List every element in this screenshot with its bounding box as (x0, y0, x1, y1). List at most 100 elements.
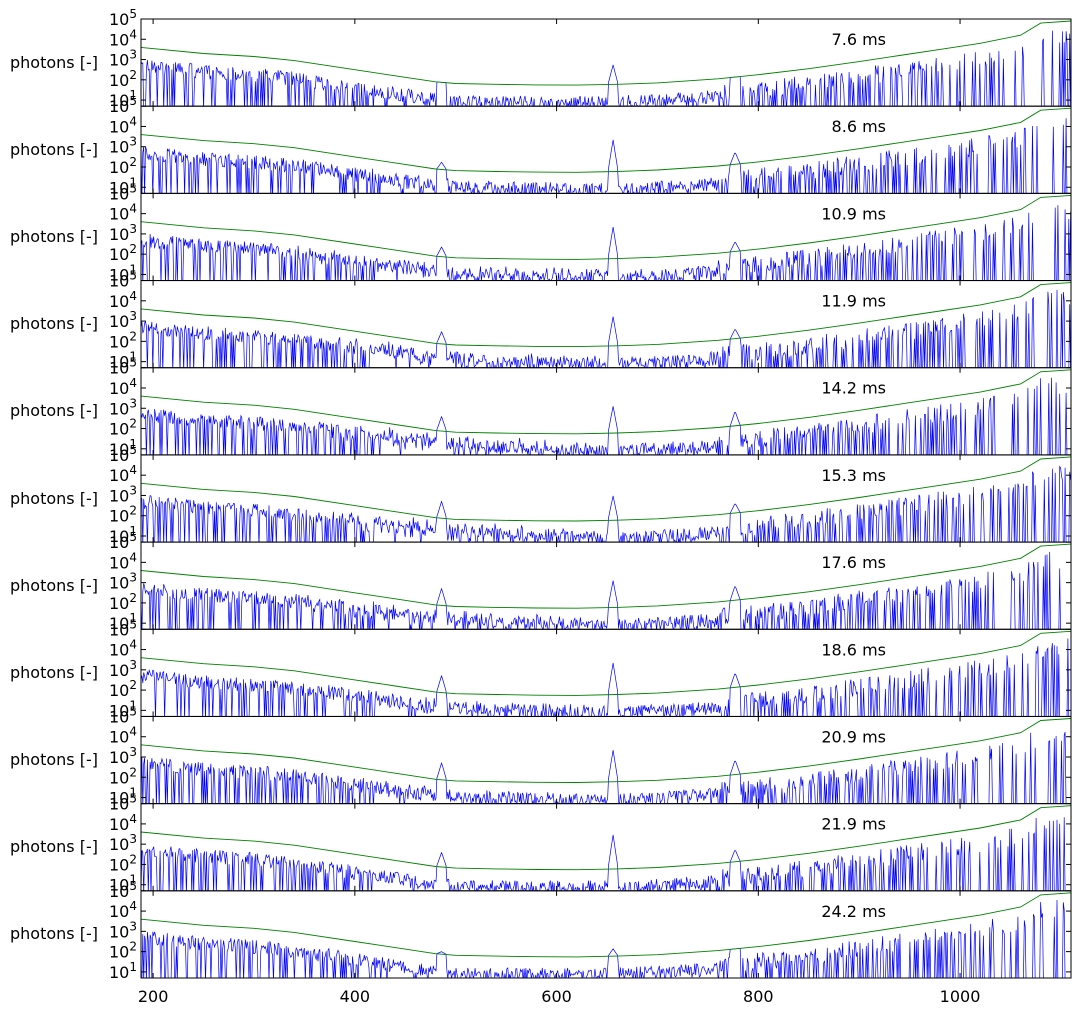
ylabel-text: photons [-] (10, 575, 98, 595)
ytick-label: 105 (109, 181, 137, 203)
ytick-label: 104 (109, 725, 137, 747)
ytick-label: 103 (109, 309, 137, 331)
ytick-label: 104 (109, 899, 137, 921)
ytick-label: 105 (109, 7, 137, 29)
panel-time-label: 15.3 ms (821, 466, 886, 485)
panel-time-label: 20.9 ms (821, 727, 886, 746)
ytick-label: 103 (109, 48, 137, 70)
ytick-label: 101 (109, 350, 137, 372)
ytick-label: 103 (109, 396, 137, 418)
ytick-label: 105 (109, 443, 137, 465)
ytick-label: 104 (109, 202, 137, 224)
envelope-series-line (141, 543, 1071, 609)
ytick-label: 102 (109, 591, 137, 613)
ytick-label: 105 (109, 356, 137, 378)
signal-series-line (141, 205, 1071, 281)
ytick-label: 104 (109, 27, 137, 49)
xtick-label: 800 (743, 987, 774, 1006)
signal-series-line (141, 377, 1068, 455)
ytick-label: 103 (109, 658, 137, 680)
ylabel-text: photons [-] (10, 139, 98, 159)
ytick-label: 105 (109, 530, 137, 552)
ytick-label: 105 (109, 879, 137, 901)
panel-time-label: 18.6 ms (821, 640, 886, 659)
panel-time-label: 24.2 ms (821, 902, 886, 921)
axes-frame (140, 715, 1072, 805)
ytick-label: 102 (109, 504, 137, 526)
ytick-label: 102 (109, 155, 137, 177)
ylabel-text: photons [-] (10, 837, 98, 857)
signal-series-line (141, 118, 1068, 194)
ylabel-text: photons [-] (10, 662, 98, 682)
ytick-label: 102 (109, 417, 137, 439)
envelope-series-line (141, 805, 1071, 871)
ytick-label: 102 (109, 765, 137, 787)
ylabel-text: photons [-] (10, 226, 98, 246)
axes-frame (140, 192, 1072, 282)
panel-time-label: 21.9 ms (821, 815, 886, 834)
xtick-label: 200 (138, 987, 169, 1006)
ytick-label: 104 (109, 463, 137, 485)
ylabel-text: photons [-] (10, 924, 98, 944)
envelope-series-line (141, 718, 1071, 783)
ytick-label: 103 (109, 571, 137, 593)
xtick-label: 1000 (940, 987, 981, 1006)
ytick-label: 102 (109, 68, 137, 90)
signal-series-line (141, 638, 1070, 717)
panel-time-label: 17.6 ms (821, 553, 886, 572)
ylabel-text: photons [-] (10, 750, 98, 770)
ytick-label: 105 (109, 94, 137, 116)
ytick-label: 102 (109, 329, 137, 351)
ytick-label: 103 (109, 222, 137, 244)
ytick-label: 104 (109, 114, 137, 136)
envelope-series-line (141, 630, 1071, 696)
ylabel-text: photons [-] (10, 314, 98, 334)
ytick-label: 103 (109, 832, 137, 854)
ylabel-text: photons [-] (10, 488, 98, 508)
axes-frame (140, 890, 1072, 979)
axes-frame (140, 628, 1072, 717)
envelope-series-line (141, 107, 1071, 173)
ytick-label: 102 (109, 242, 137, 264)
ytick-label: 104 (109, 289, 137, 311)
ytick-label: 105 (109, 704, 137, 726)
ytick-label: 101 (109, 437, 137, 459)
ytick-label: 101 (109, 611, 137, 633)
signal-series-line (141, 817, 1066, 891)
ytick-label: 105 (109, 617, 137, 639)
envelope-series-line (141, 20, 1071, 86)
signal-series-line (141, 289, 1071, 368)
ytick-label: 104 (109, 638, 137, 660)
panel-time-label: 8.6 ms (832, 117, 886, 136)
ytick-label: 103 (109, 483, 137, 505)
panel-time-label: 11.9 ms (821, 292, 886, 311)
signal-series-line (141, 899, 1066, 978)
ytick-label: 102 (109, 678, 137, 700)
ytick-label: 104 (109, 812, 137, 834)
ytick-label: 101 (109, 786, 137, 808)
ytick-label: 101 (109, 88, 137, 110)
envelope-series-line (141, 456, 1071, 522)
xtick-label: 600 (541, 987, 572, 1006)
ytick-label: 104 (109, 376, 137, 398)
envelope-series-line (141, 194, 1071, 260)
envelope-series-line (141, 282, 1071, 348)
ytick-label: 105 (109, 269, 137, 291)
axes-frame (140, 454, 1072, 543)
ytick-label: 101 (109, 262, 137, 284)
ytick-label: 101 (109, 873, 137, 895)
ytick-label: 105 (109, 792, 137, 814)
ytick-label: 101 (109, 175, 137, 197)
ytick-label: 102 (109, 940, 137, 962)
ytick-label: 103 (109, 745, 137, 767)
xtick-label: 400 (340, 987, 371, 1006)
